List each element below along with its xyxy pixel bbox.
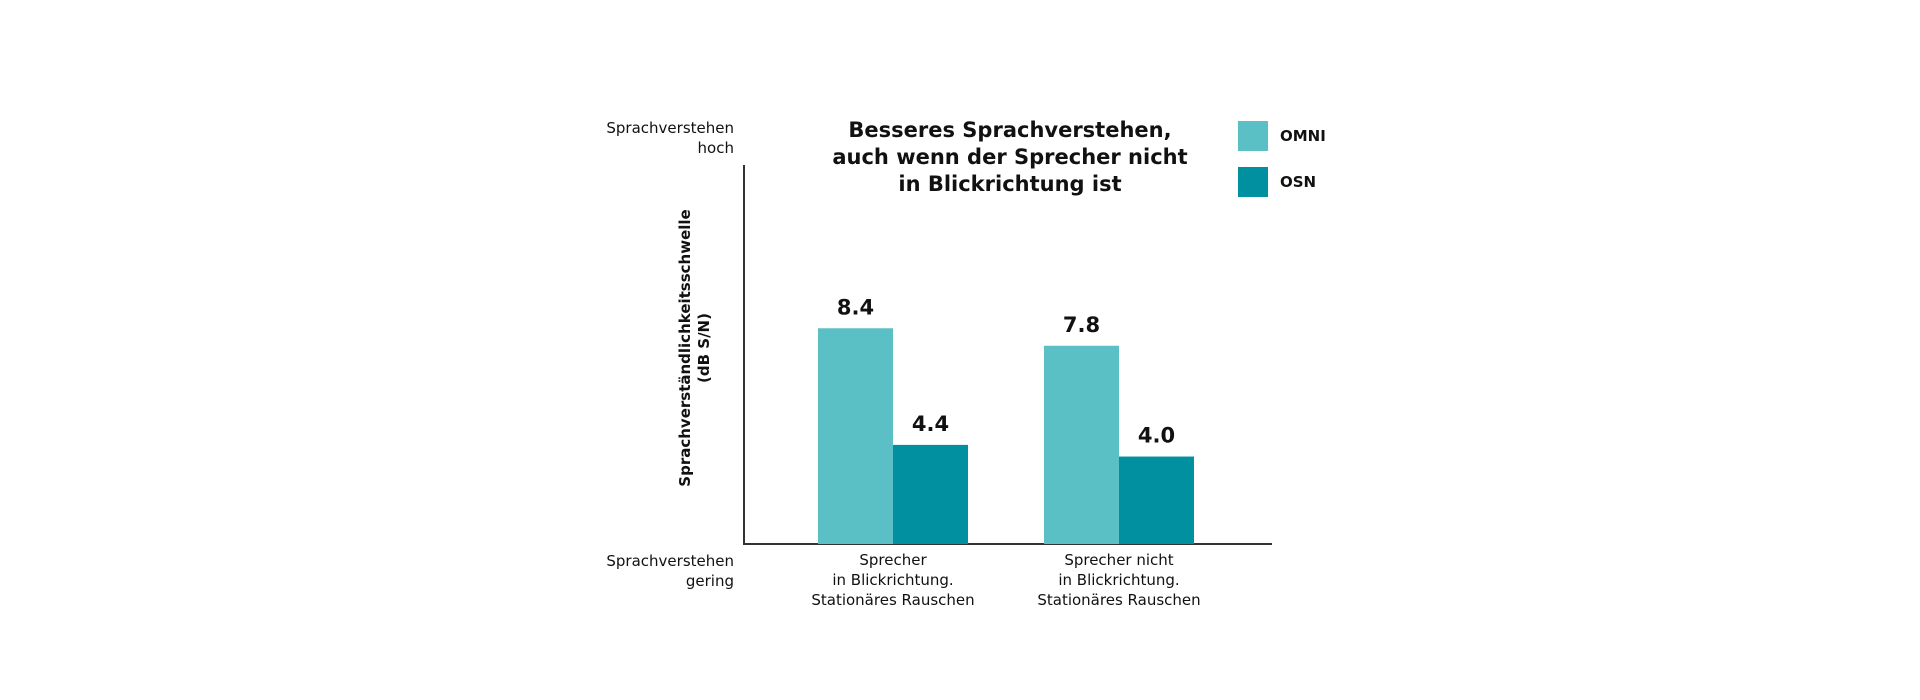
y-axis-label: Sprachverständlichkeitsschwelle(dB S/N) (676, 209, 713, 486)
y-bottom-label-line: gering (686, 572, 734, 590)
y-axis-label-line: Sprachverständlichkeitsschwelle (676, 209, 694, 486)
chart-title-line: auch wenn der Sprecher nicht (832, 145, 1187, 169)
chart-title: Besseres Sprachverstehen, auch wenn der S… (832, 118, 1187, 196)
bar-osn-2 (1119, 456, 1194, 544)
value-label-osn-2: 4.0 (1138, 424, 1175, 448)
y-axis-label-text: Sprachverständlichkeitsschwelle(dB S/N) (676, 209, 713, 486)
y-axis-top-label: Sprachverstehen hoch (606, 119, 734, 157)
value-labels: 8.4 4.4 7.8 4.0 (837, 295, 1175, 447)
category-labels: Sprecher in Blickrichtung. Stationäres Rau… (811, 551, 1200, 609)
value-label-osn-1: 4.4 (912, 412, 949, 436)
bars (818, 328, 1194, 544)
category-label-line: Sprecher (859, 551, 927, 569)
category-label-line: in Blickrichtung. (832, 571, 953, 589)
value-label-omni-1: 8.4 (837, 295, 874, 319)
bar-osn-1 (893, 444, 968, 544)
y-top-label-line: Sprachverstehen (606, 119, 734, 137)
chart-title-line: in Blickrichtung ist (898, 172, 1121, 196)
y-bottom-label-line: Sprachverstehen (606, 552, 734, 570)
y-axis-bottom-label: Sprachverstehen gering (606, 552, 734, 590)
category-label-line: Stationäres Rauschen (1037, 591, 1200, 609)
category-label-line: Sprecher nicht (1064, 551, 1173, 569)
legend-label-osn: OSN (1280, 173, 1316, 191)
category-label-line: Stationäres Rauschen (811, 591, 974, 609)
bar-omni-2 (1044, 345, 1119, 544)
y-top-label-line: hoch (698, 139, 734, 157)
value-label-omni-2: 7.8 (1063, 313, 1100, 337)
legend: OMNI OSN (1238, 121, 1326, 197)
legend-swatch-omni (1238, 121, 1268, 151)
legend-label-omni: OMNI (1280, 127, 1326, 145)
chart-title-line: Besseres Sprachverstehen, (848, 118, 1171, 142)
category-label-line: in Blickrichtung. (1058, 571, 1179, 589)
bar-omni-1 (818, 328, 893, 544)
legend-swatch-osn (1238, 167, 1268, 197)
y-axis-label-line: (dB S/N) (695, 313, 713, 383)
